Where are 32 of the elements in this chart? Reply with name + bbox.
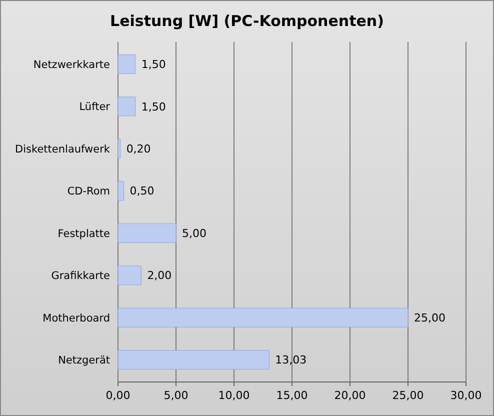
bar [118,181,124,201]
x-tick-label: 30,00 [450,389,482,402]
y-tick-label: Lüfter [79,101,111,114]
x-tick-label: 10,00 [218,389,250,402]
y-tick-label: Motherboard [42,312,110,324]
data-label: 0,50 [130,184,154,198]
x-tick-label: 15,00 [276,389,308,402]
y-tick-label: Diskettenlaufwerk [15,143,111,156]
y-tick-label: Festplatte [58,228,110,240]
y-tick-label: Grafikkarte [51,270,110,282]
bar [118,308,408,328]
x-tick-label: 0,00 [106,389,130,402]
bar [118,266,142,286]
bar [118,350,270,370]
x-tick-label: 5,00 [164,389,188,402]
y-tick-label: CD-Rom [67,186,110,198]
bar [118,138,121,158]
x-tick-label: 20,00 [334,389,366,402]
x-tick-label: 25,00 [392,389,424,402]
data-label: 5,00 [182,226,206,240]
data-label: 25,00 [414,311,446,324]
bar [118,96,136,116]
data-label: 2,00 [147,269,172,282]
data-label: 0,20 [126,142,151,156]
data-label: 13,03 [275,354,307,367]
data-label: 1,50 [141,58,166,72]
y-tick-label: Netzgerät [58,354,110,366]
bar [118,223,176,243]
chart-title: Leistung [W] (PC-Komponenten) [110,12,384,30]
y-tick-label: Netzwerkkarte [33,58,110,71]
data-label: 1,50 [141,100,166,114]
bar [118,54,136,74]
